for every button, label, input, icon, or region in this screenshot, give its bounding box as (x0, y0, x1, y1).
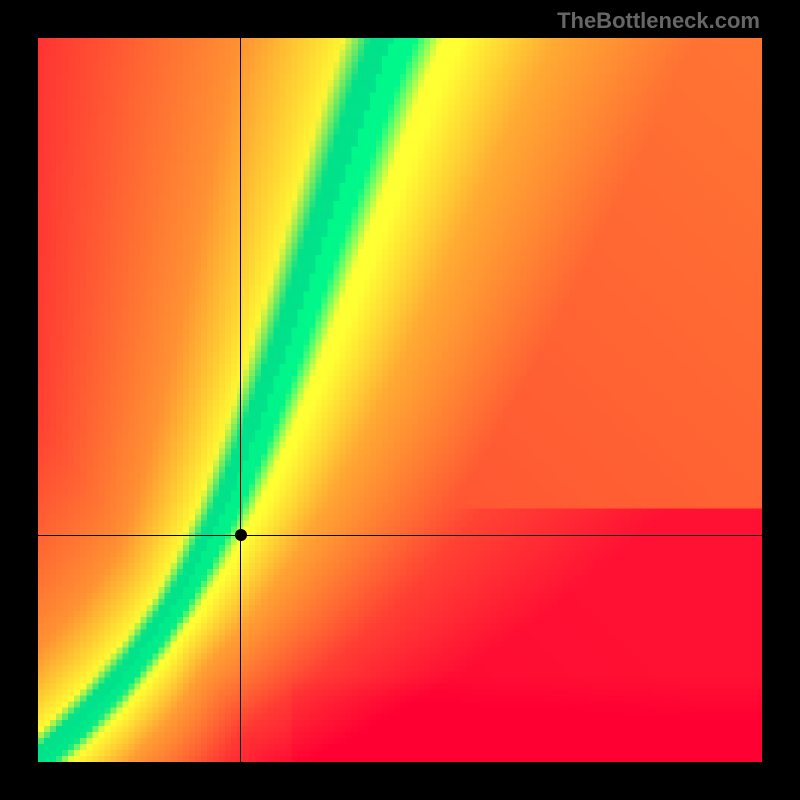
intersection-marker (235, 529, 247, 541)
attribution-text: TheBottleneck.com (557, 8, 760, 34)
crosshair-vertical (240, 38, 241, 762)
plot-area (38, 38, 762, 762)
heatmap-canvas (38, 38, 762, 762)
crosshair-horizontal (38, 535, 762, 536)
heatmap-container (38, 38, 762, 762)
